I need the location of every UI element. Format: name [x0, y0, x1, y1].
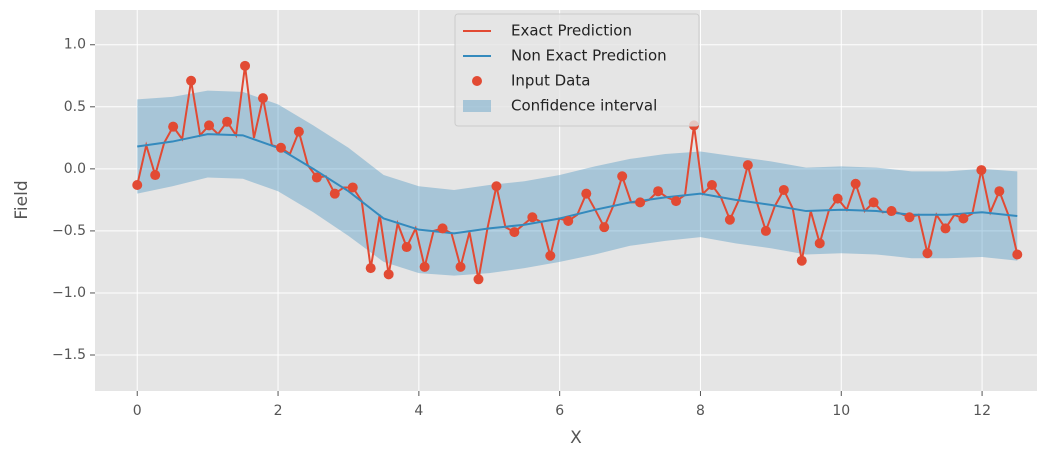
point	[886, 206, 897, 217]
point	[329, 188, 340, 199]
legend-swatch	[463, 100, 491, 112]
point	[455, 261, 466, 272]
point	[994, 186, 1005, 197]
point	[814, 238, 825, 249]
y-tick-label: 0.5	[64, 99, 86, 115]
point	[132, 179, 143, 190]
y-tick-label: 1.0	[64, 37, 86, 53]
point	[904, 212, 915, 223]
x-tick-label: 4	[414, 403, 423, 419]
y-tick-label: 0.0	[64, 161, 86, 177]
point	[796, 255, 807, 266]
point	[778, 184, 789, 195]
y-tick-label: −1.0	[52, 285, 86, 301]
point	[1012, 249, 1023, 260]
point	[742, 160, 753, 171]
point	[204, 120, 215, 131]
legend-box	[454, 13, 700, 127]
point	[868, 197, 879, 208]
point	[365, 263, 376, 274]
point	[706, 179, 717, 190]
point	[527, 212, 538, 223]
point	[563, 215, 574, 226]
y-tick-label: −0.5	[52, 223, 86, 239]
point	[437, 223, 448, 234]
x-axis-label: X	[570, 428, 582, 448]
point	[922, 248, 933, 259]
point	[401, 242, 412, 253]
point	[850, 178, 861, 189]
y-tick-label: −1.5	[52, 347, 86, 363]
point	[222, 116, 233, 127]
point	[635, 197, 646, 208]
point	[653, 186, 664, 197]
point	[383, 269, 394, 280]
point	[940, 223, 951, 234]
point	[617, 171, 628, 182]
legend-label: Non Exact Prediction	[511, 47, 667, 65]
legend-label: Input Data	[511, 72, 590, 90]
point	[240, 60, 251, 71]
point	[419, 261, 430, 272]
ticks: 0 2 4 6 8 10 12 −1.5 −1.0 −0.5 0.0 0.5 1.0	[52, 37, 991, 419]
x-tick-label: 8	[696, 403, 705, 419]
legend-label: Confidence interval	[511, 97, 657, 115]
y-axis-label: Field	[12, 180, 32, 219]
legend-label: Exact Prediction	[511, 22, 632, 40]
point	[509, 227, 520, 238]
point	[257, 93, 268, 104]
grid	[95, 10, 1037, 391]
point	[150, 170, 161, 181]
point	[545, 250, 556, 261]
point	[832, 193, 843, 204]
x-tick-label: 10	[832, 403, 850, 419]
point	[760, 225, 771, 236]
x-tick-label: 2	[274, 403, 283, 419]
marks	[132, 60, 1023, 285]
point	[671, 196, 682, 207]
point	[186, 75, 197, 86]
point	[491, 181, 502, 192]
point	[958, 213, 969, 224]
x-tick-label: 12	[973, 403, 991, 419]
point	[311, 172, 322, 183]
point	[473, 274, 484, 285]
point	[724, 214, 735, 225]
point	[581, 188, 592, 199]
point	[976, 165, 987, 176]
x-tick-label: 0	[133, 403, 142, 419]
point	[347, 182, 358, 193]
point	[599, 222, 610, 233]
legend-swatch	[472, 76, 482, 86]
point	[275, 142, 286, 153]
point	[293, 126, 304, 137]
x-tick-label: 6	[555, 403, 564, 419]
legend: Exact Prediction Non Exact Prediction Inpu…	[454, 13, 700, 127]
point	[168, 121, 179, 132]
